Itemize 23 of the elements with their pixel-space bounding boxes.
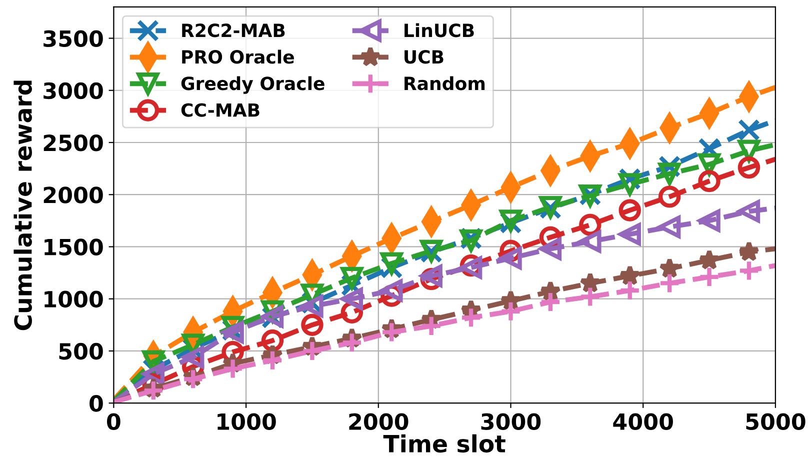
y-tick-label: 2000 [44, 186, 103, 204]
x-axis-title: Time slot [383, 434, 506, 453]
y-tick-label: 3500 [44, 30, 103, 48]
x-tick-label: 1000 [218, 413, 276, 430]
y-tick-label: 0 [90, 395, 103, 412]
y-axis-title: Cumulative reward [14, 80, 32, 330]
legend-label: PRO Oracle [182, 50, 294, 64]
y-tick-label: 1000 [44, 290, 103, 308]
x-tick-label: 2000 [349, 413, 408, 430]
legend-label: LinUCB [404, 23, 474, 38]
legend-label: R2C2-MAB [182, 24, 285, 38]
y-tick-label: 500 [59, 342, 103, 360]
legend-label: Random [404, 76, 485, 90]
legend-label: UCB [404, 50, 444, 64]
y-tick-label: 1500 [44, 238, 103, 256]
x-tick-label: 0 [107, 413, 120, 430]
x-tick-label: 4000 [613, 413, 673, 430]
x-tick-label: 5000 [746, 413, 806, 430]
y-tick-label: 3000 [44, 82, 103, 100]
legend-label: CC-MAB [181, 103, 260, 117]
x-tick-label: 3000 [481, 413, 541, 430]
legend-label: Greedy Oracle [181, 76, 324, 94]
y-tick-label: 2500 [44, 134, 103, 152]
